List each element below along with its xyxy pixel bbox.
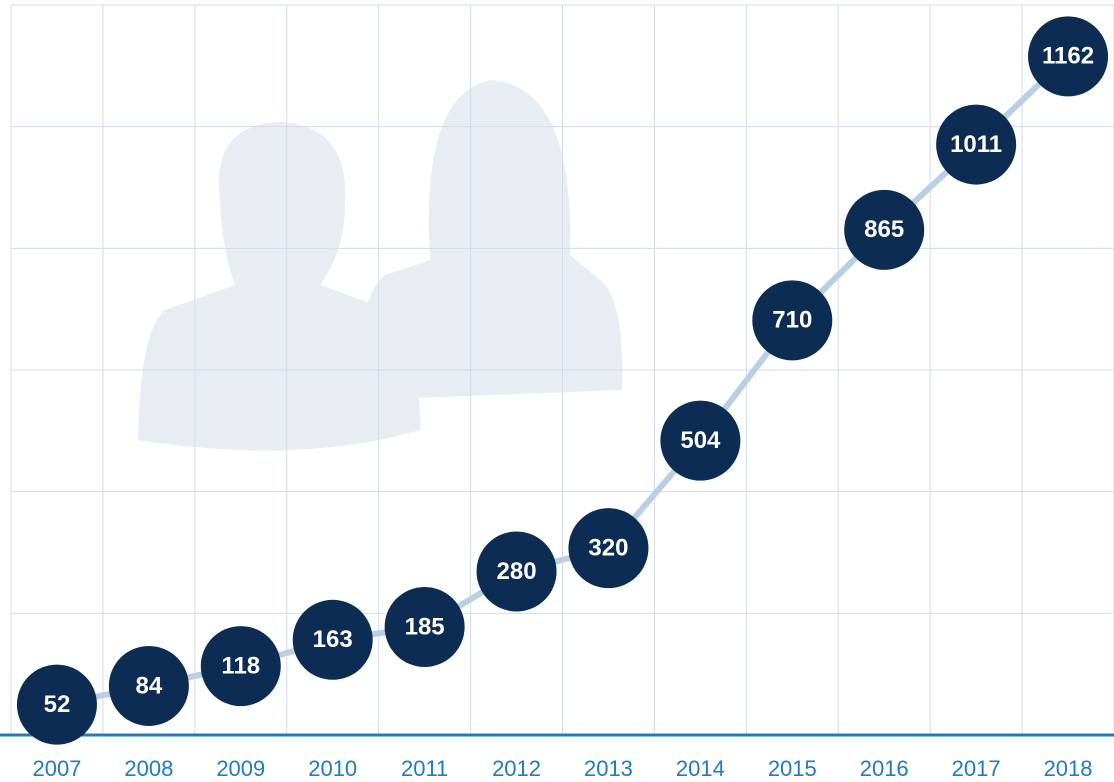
value-label: 84 (136, 672, 163, 699)
value-label: 163 (313, 626, 353, 653)
value-label: 1011 (950, 131, 1002, 158)
value-label: 865 (864, 216, 904, 243)
x-tick-label: 2010 (308, 756, 357, 781)
page: {"chart_data": {"type": "line", "categor… (0, 0, 1114, 782)
value-label: 280 (497, 558, 537, 585)
x-tick-label: 2015 (768, 756, 817, 781)
x-tick-label: 2009 (216, 756, 265, 781)
value-label: 710 (772, 307, 812, 334)
silhouettes (138, 80, 622, 450)
value-label: 185 (405, 613, 445, 640)
value-label: 504 (680, 427, 721, 454)
value-label: 320 (588, 534, 628, 561)
x-tick-label: 2007 (32, 756, 81, 781)
x-tick-label: 2016 (860, 756, 909, 781)
x-tick-label: 2011 (401, 756, 448, 781)
x-tick-label: 2013 (584, 756, 633, 781)
x-tick-label: 2012 (492, 756, 541, 781)
grid (11, 5, 1114, 735)
x-tick-label: 2018 (1044, 756, 1093, 781)
x-tick-label: 2008 (124, 756, 173, 781)
x-tick-label: 2017 (952, 756, 1001, 781)
value-label: 52 (44, 691, 71, 718)
chart: 52 84 118 163 185 280 320 504 710 865 1011 1162 2007… (0, 0, 1114, 782)
x-tick-label: 2014 (676, 756, 725, 781)
value-label: 118 (221, 652, 260, 679)
value-label: 1162 (1042, 43, 1094, 70)
